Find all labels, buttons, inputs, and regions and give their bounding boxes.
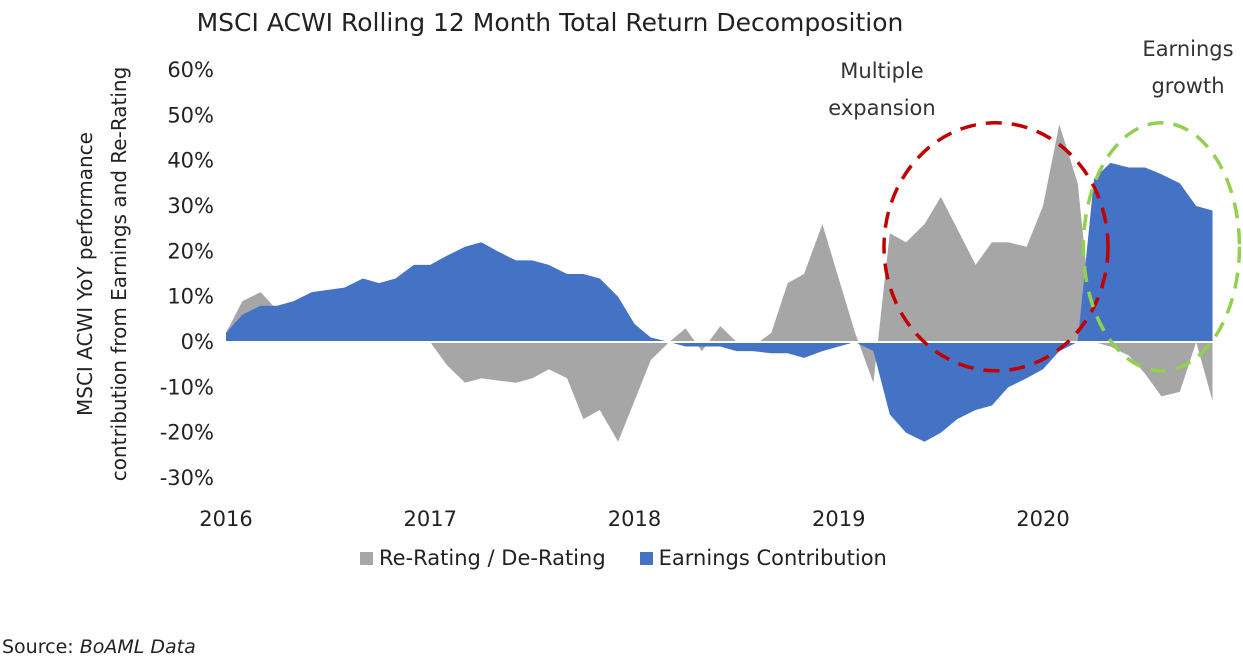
legend-item-rerating: Re-Rating / De-Rating bbox=[360, 546, 606, 570]
y-tick-label: -20% bbox=[160, 421, 214, 445]
y-axis-label-line: MSCI ACWI YoY performance bbox=[73, 132, 97, 416]
legend-swatch-gray bbox=[360, 551, 373, 565]
x-axis-ticks: 2016 2017 2018 2019 2020 bbox=[199, 507, 1069, 531]
annotation-circle-multiple bbox=[882, 121, 1110, 373]
y-axis-label-line: contribution from Earnings and Re-Rating bbox=[107, 67, 131, 482]
annotation-circle-earnings bbox=[1081, 121, 1242, 373]
y-tick-label: 10% bbox=[167, 285, 214, 309]
area-series-rerating bbox=[226, 124, 1213, 442]
area-layer bbox=[226, 124, 1213, 442]
y-tick-label: 30% bbox=[167, 194, 214, 218]
y-tick-label: -10% bbox=[160, 375, 214, 399]
annotation-label-multiple: Multiple bbox=[840, 59, 923, 83]
y-tick-label: 40% bbox=[167, 149, 214, 173]
y-tick-label: 20% bbox=[167, 239, 214, 263]
y-tick-label: 50% bbox=[167, 103, 214, 127]
x-tick-label: 2019 bbox=[812, 507, 865, 531]
source-name: BoAML Data bbox=[79, 636, 196, 658]
annotation-label-earnings: growth bbox=[1151, 74, 1224, 98]
y-tick-label: 60% bbox=[167, 58, 214, 82]
annotation-label-earnings: Earnings bbox=[1142, 37, 1233, 61]
source-label: Source: bbox=[2, 636, 74, 658]
legend-item-earnings: Earnings Contribution bbox=[639, 546, 887, 570]
x-tick-label: 2018 bbox=[608, 507, 661, 531]
annotation-circles bbox=[882, 121, 1242, 373]
x-tick-label: 2016 bbox=[199, 507, 252, 531]
annotation-label-multiple: expansion bbox=[828, 96, 935, 120]
y-axis-ticks: -30% -20% -10% 0% 10% 20% 30% 40% 50% 60% bbox=[160, 58, 214, 490]
chart-plot: -30%-20%-10%0%10%20%30%40%50%60% 2016 201… bbox=[73, 37, 1242, 531]
chart-title: MSCI ACWI Rolling 12 Month Total Return … bbox=[196, 8, 904, 37]
y-tick-label: 0% bbox=[181, 330, 214, 354]
y-axis-label: MSCI ACWI YoY performance contribution fr… bbox=[73, 67, 131, 482]
legend-label-rerating: Re-Rating / De-Rating bbox=[379, 546, 606, 570]
y-tick-label: -30% bbox=[160, 466, 214, 490]
source-note: Source: BoAML Data bbox=[2, 636, 196, 658]
legend-swatch-blue bbox=[639, 551, 653, 565]
legend-label-earnings: Earnings Contribution bbox=[658, 546, 887, 570]
area-series-earnings bbox=[226, 162, 1213, 442]
annotation-labels: Multiple expansion Earnings growth bbox=[828, 37, 1233, 120]
x-tick-label: 2020 bbox=[1016, 507, 1069, 531]
legend: Re-Rating / De-Rating Earnings Contribut… bbox=[360, 546, 887, 570]
x-tick-label: 2017 bbox=[404, 507, 457, 531]
